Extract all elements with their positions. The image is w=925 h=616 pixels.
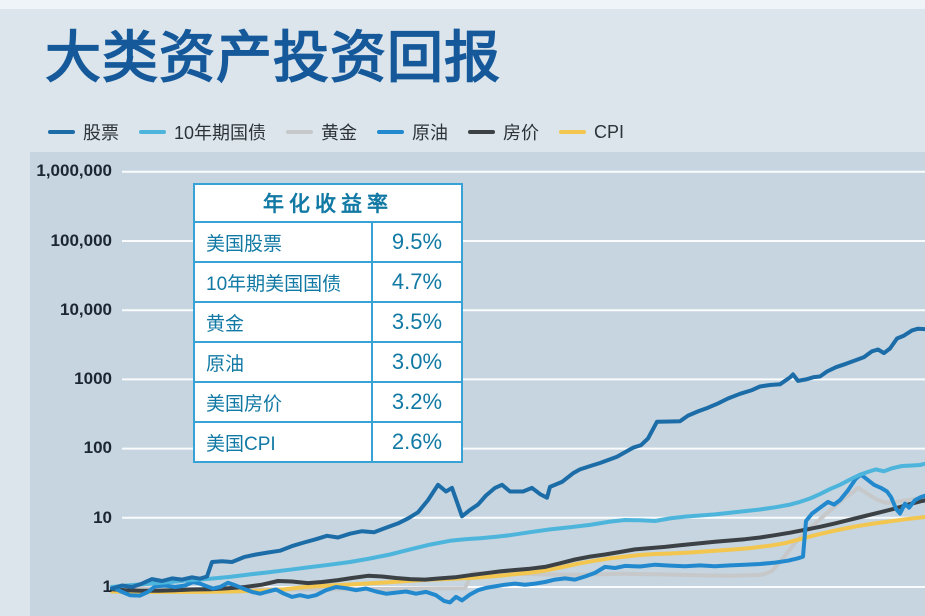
legend-item-stocks: 股票	[48, 119, 119, 145]
legend-item-cpi: CPI	[559, 122, 624, 143]
series-line-股票	[110, 326, 925, 591]
returns-table-title: 年化收益率	[263, 193, 393, 216]
table-row: 美国CPI 2.6%	[195, 421, 461, 461]
page-title: 大类资产投资回报	[45, 26, 501, 89]
legend-label: 原油	[412, 123, 449, 143]
row-label: 黄金	[206, 313, 245, 335]
cpi-line-swatch-icon	[559, 130, 587, 134]
table-row: 黄金 3.5%	[195, 301, 461, 341]
row-label: 美国房价	[206, 393, 283, 415]
table-row: 美国房价 3.2%	[195, 381, 461, 421]
row-value: 4.7%	[371, 263, 461, 301]
row-value: 2.6%	[371, 423, 461, 461]
chart-legend: 股票 10年期国债 黄金 原油 房价 CPI	[48, 121, 624, 143]
legend-label: 10年期国债	[174, 123, 267, 143]
legend-label: 股票	[83, 123, 119, 143]
legend-item-treasury: 10年期国债	[139, 119, 266, 145]
row-label: 10年期美国国债	[206, 273, 342, 295]
oil-line-swatch-icon	[377, 130, 405, 134]
legend-item-house-price: 房价	[468, 119, 539, 145]
row-value: 9.5%	[371, 223, 461, 261]
y-axis-tick-100: 100	[83, 438, 112, 457]
y-axis-tick-1: 1	[102, 577, 112, 596]
y-axis-tick-10: 10	[93, 508, 112, 527]
asset-returns-line-chart	[110, 170, 925, 605]
row-label: 美国股票	[206, 233, 283, 255]
row-label: 原油	[206, 353, 245, 375]
row-value: 3.0%	[371, 343, 461, 381]
chart-plot-area: 1,000,000 100,000 10,000 1000 100 10 1 年…	[30, 152, 925, 616]
table-row: 原油 3.0%	[195, 341, 461, 381]
legend-label: 房价	[503, 123, 540, 143]
legend-label: 黄金	[321, 123, 358, 143]
y-axis-tick-1000000: 1,000,000	[36, 161, 112, 180]
stocks-line-swatch-icon	[48, 130, 75, 134]
house-price-line-swatch-icon	[468, 130, 496, 134]
table-row: 美国股票 9.5%	[195, 221, 461, 261]
y-axis-tick-100000: 100,000	[50, 231, 112, 250]
series-line-CPI	[110, 514, 925, 595]
y-axis-tick-10000: 10,000	[60, 300, 112, 319]
row-value: 3.2%	[371, 383, 461, 421]
legend-item-oil: 原油	[377, 119, 448, 145]
treasury-line-swatch-icon	[139, 130, 166, 134]
table-row: 10年期美国国债 4.7%	[195, 261, 461, 301]
gold-line-swatch-icon	[286, 130, 314, 134]
series-line-原油	[110, 472, 925, 605]
y-axis-tick-1000: 1000	[74, 369, 112, 388]
row-label: 美国CPI	[206, 433, 276, 455]
annualized-returns-table: 年化收益率 美国股票 9.5% 10年期美国国债 4.7% 黄金 3.5% 原油…	[193, 183, 463, 463]
legend-item-gold: 黄金	[286, 119, 357, 145]
top-strip	[0, 0, 925, 9]
row-value: 3.5%	[371, 303, 461, 341]
legend-label: CPI	[594, 121, 625, 142]
series-line-10年期国债	[110, 461, 925, 589]
